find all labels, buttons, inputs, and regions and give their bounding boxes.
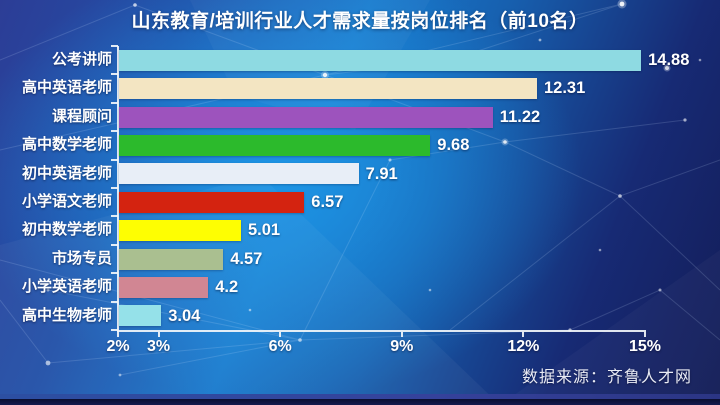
bar-segment (119, 191, 305, 213)
x-axis-tick-label: 3% (146, 338, 171, 355)
x-axis-tick-label: 15% (628, 338, 662, 355)
category-label: 小学语文老师 (21, 193, 112, 210)
bar-value-label: 14.88 (648, 51, 690, 69)
data-source-caption: 数据来源：齐鲁人才网 (521, 369, 692, 386)
x-axis-tick-label: 6% (268, 338, 292, 355)
y-axis-tick (111, 243, 118, 246)
category-label: 课程顾问 (51, 107, 112, 125)
bar-segment (119, 305, 162, 327)
category-label: 小学英语老师 (21, 278, 112, 296)
chart-title: 山东教育/培训行业人才需求量按岗位排名（前10名） (131, 11, 589, 32)
category-label: 高中生物老师 (21, 306, 112, 324)
x-axis-tick (644, 332, 646, 337)
bar-segment (119, 248, 224, 270)
y-axis-tick (111, 187, 118, 189)
bar-value-label: 11.22 (499, 107, 541, 126)
bar-segment (119, 49, 642, 71)
y-axis-tick (111, 329, 118, 331)
bar-segment (119, 106, 493, 128)
bar-value-label: 12.31 (544, 79, 586, 98)
category-label: 公考讲师 (51, 51, 112, 68)
bar-value-label: 7.91 (365, 164, 398, 183)
bar-value-label: 4.57 (230, 249, 263, 268)
x-axis-tick (279, 332, 282, 337)
bar-segment (119, 163, 359, 185)
category-label: 初中英语老师 (21, 164, 112, 182)
x-axis-tick (400, 332, 403, 337)
bar-segment (119, 276, 209, 298)
bottom-edge-highlight (0, 394, 720, 399)
bar-value-label: 3.04 (168, 306, 201, 325)
category-label: 初中数学老师 (21, 221, 112, 239)
x-axis-tick (522, 332, 525, 337)
y-axis-tick (111, 130, 118, 133)
x-axis-tick (157, 332, 160, 337)
y-axis-tick (111, 45, 118, 47)
y-axis-tick (111, 272, 118, 275)
category-label: 高中数学老师 (21, 136, 112, 154)
bar-value-label: 4.2 (215, 278, 239, 297)
y-axis-tick (111, 101, 118, 104)
y-axis-line (117, 46, 119, 332)
bottom-edge-shadow (0, 399, 720, 405)
y-axis-tick (111, 215, 118, 218)
bar-value-label: 5.01 (248, 221, 281, 240)
x-axis-tick-label: 2% (106, 338, 130, 355)
category-label: 高中英语老师 (21, 79, 112, 97)
bar-segment (119, 134, 431, 156)
y-axis-tick (111, 73, 118, 76)
category-label: 市场专员 (51, 249, 112, 267)
x-axis-line (117, 330, 646, 332)
y-axis-tick (111, 300, 118, 303)
bar-segment (119, 78, 537, 100)
bar-segment (119, 220, 241, 242)
x-axis-tick (117, 332, 119, 337)
bar-value-label: 9.68 (437, 136, 470, 155)
bar-value-label: 6.57 (311, 193, 344, 211)
y-axis-tick (111, 158, 118, 161)
x-axis-tick-label: 12% (507, 338, 540, 355)
x-axis-tick-label: 9% (390, 338, 414, 355)
